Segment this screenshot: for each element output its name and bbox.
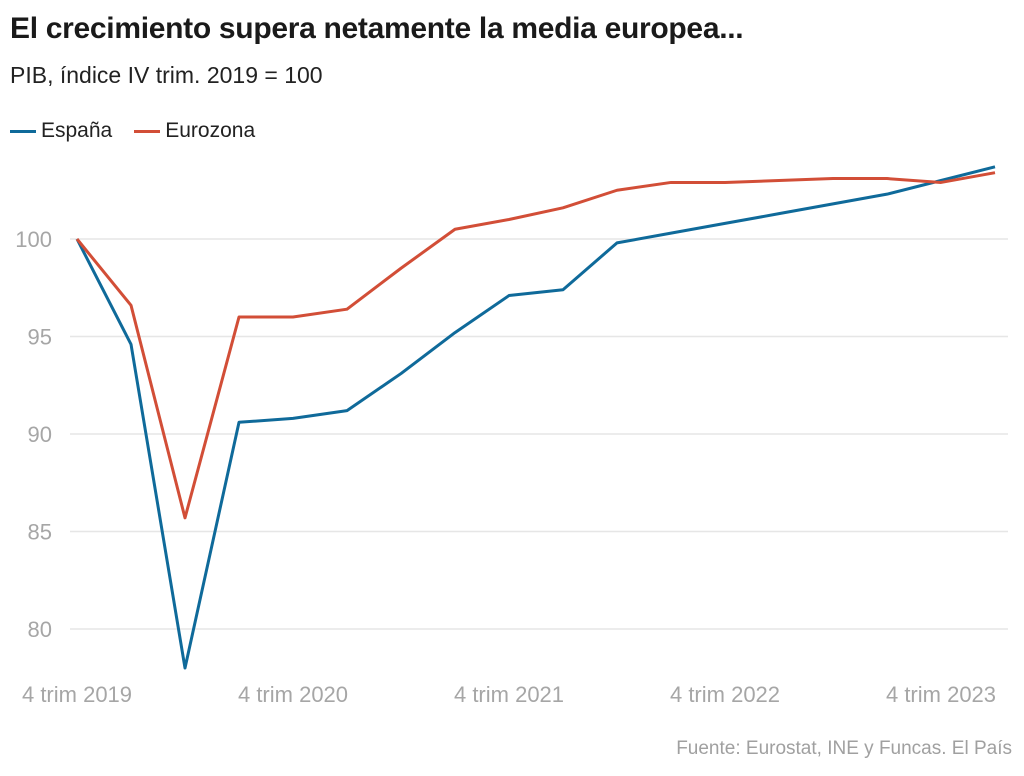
legend-label-espana: España — [41, 119, 113, 142]
chart-title: El crecimiento supera netamente la media… — [10, 12, 744, 45]
x-axis-ticks: 4 trim 2019 4 trim 2020 4 trim 2021 4 trim … — [22, 682, 996, 707]
x-tick-label: 4 trim 2022 — [670, 682, 780, 707]
legend: España Eurozona — [10, 119, 277, 143]
legend-label-eurozona: Eurozona — [165, 119, 256, 142]
x-tick-label: 4 trim 2020 — [238, 682, 348, 707]
x-tick-label: 4 trim 2023 — [886, 682, 996, 707]
y-tick-label: 100 — [15, 227, 52, 252]
x-tick-label: 4 trim 2019 — [22, 682, 132, 707]
series-lines — [75, 165, 996, 670]
y-tick-label: 85 — [28, 520, 52, 545]
legend-item-eurozona: Eurozona — [134, 119, 255, 143]
legend-swatch-espana — [10, 129, 36, 133]
chart-subtitle: PIB, índice IV trim. 2019 = 100 — [10, 62, 323, 88]
x-tick-label: 4 trim 2021 — [454, 682, 564, 707]
y-tick-label: 90 — [28, 422, 52, 447]
legend-item-espana: España — [10, 119, 112, 143]
gridlines — [70, 238, 1008, 630]
source-note: Fuente: Eurostat, INE y Funcas. El País — [676, 738, 1012, 759]
series-line-espana — [75, 165, 996, 670]
y-axis-ticks: 80 85 90 95 100 — [15, 227, 52, 642]
y-tick-label: 95 — [28, 325, 52, 350]
series-line-eurozona — [75, 171, 996, 520]
y-tick-label: 80 — [28, 617, 52, 642]
legend-swatch-eurozona — [134, 129, 161, 133]
